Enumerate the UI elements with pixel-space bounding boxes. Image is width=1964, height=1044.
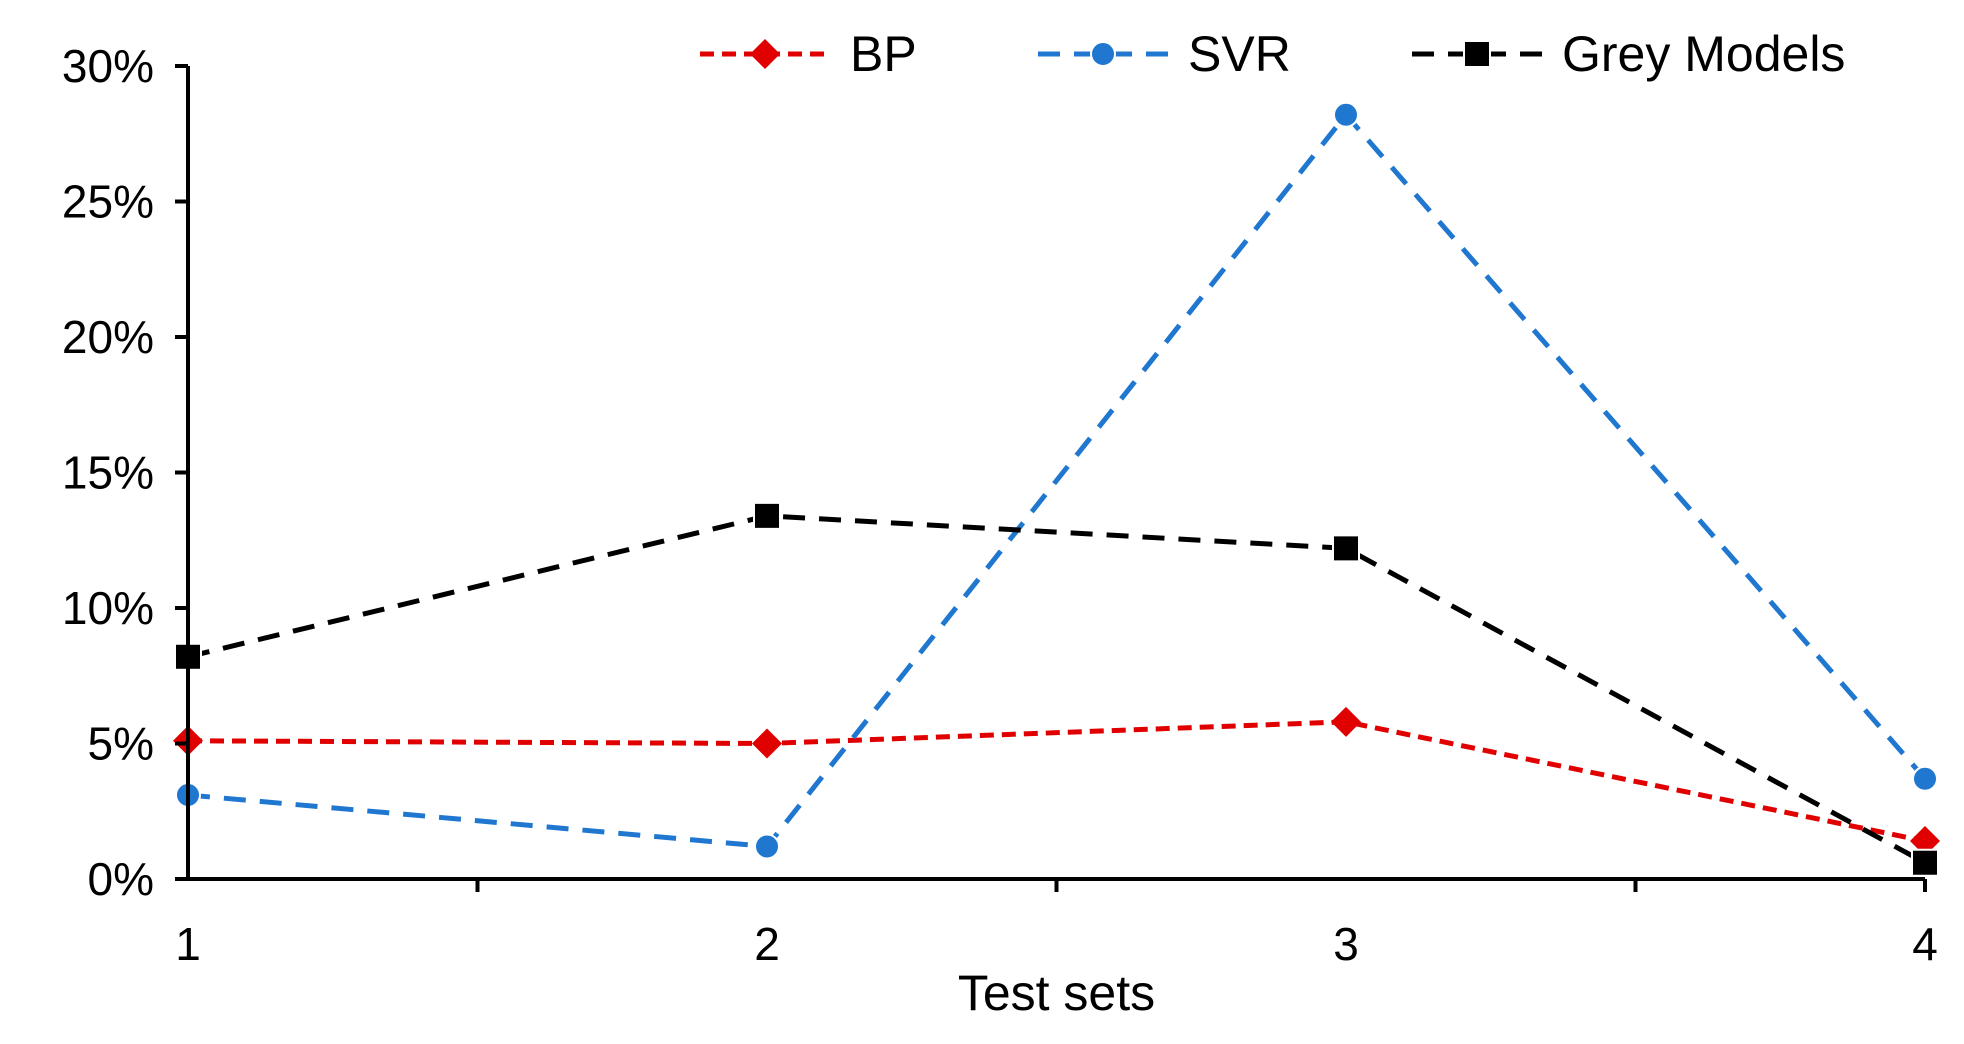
grey-models-point (753, 501, 781, 530)
x-axis-title: Test sets (958, 965, 1155, 1021)
bp-point (1331, 706, 1361, 737)
legend-bp-label: BP (850, 26, 917, 82)
y-tick-label: 10% (62, 582, 154, 634)
y-tick-label: 20% (62, 311, 154, 363)
legend-svr-marker (1090, 41, 1116, 67)
x-tick-label: 1 (175, 918, 201, 970)
grey-models-point (1911, 848, 1939, 877)
series-svr (175, 101, 1938, 860)
x-tick-label: 4 (1912, 918, 1938, 970)
svr-point (1912, 765, 1938, 792)
legend-grey-models-marker (1463, 40, 1491, 68)
y-tick-label: 30% (62, 40, 154, 92)
legend: BP SVR Grey Models (700, 26, 1845, 82)
series-bp (173, 706, 1940, 857)
svr-point (1333, 101, 1359, 128)
legend-svr-label: SVR (1188, 26, 1291, 82)
legend-bp-marker (750, 39, 780, 69)
legend-item-svr: SVR (1038, 26, 1291, 82)
y-tick-label: 15% (62, 447, 154, 499)
svr-line (187, 110, 1927, 850)
grey-models-point (1332, 534, 1360, 563)
bp-line (187, 719, 1926, 844)
x-tick-label: 3 (1333, 918, 1359, 970)
grey-models-line (187, 513, 1927, 865)
y-tick-label: 25% (62, 176, 154, 228)
plot-area (173, 101, 1940, 877)
y-tick-label: 5% (88, 718, 154, 770)
x-tick-label: 2 (754, 918, 780, 970)
legend-item-bp: BP (700, 26, 917, 82)
y-tick-label: 0% (88, 853, 154, 905)
bp-point (1910, 826, 1940, 857)
axes: 0% 5% 10% 15% 20% 25% 30% 1 2 3 4 (62, 40, 1938, 970)
svr-point (754, 833, 780, 860)
bp-point (752, 728, 782, 759)
legend-grey-models-label: Grey Models (1562, 26, 1845, 82)
legend-item-grey-models: Grey Models (1412, 26, 1845, 82)
